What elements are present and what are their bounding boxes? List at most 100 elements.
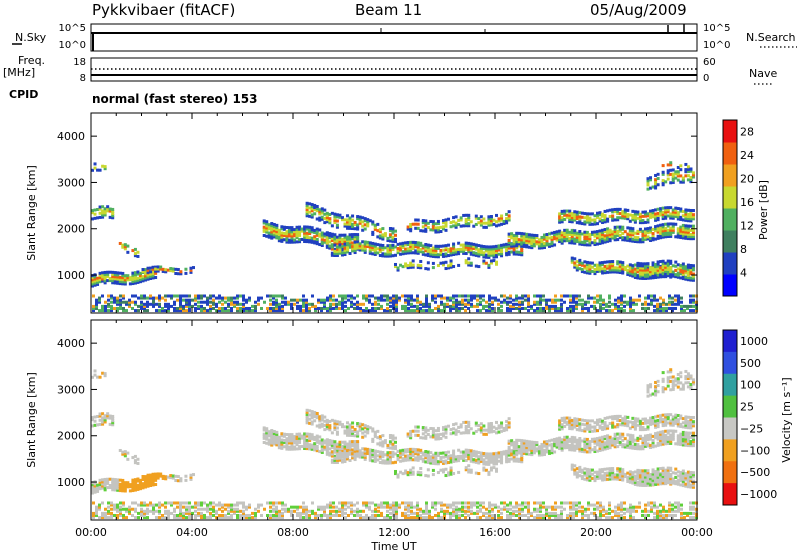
scatter-cell	[616, 225, 620, 229]
scatter-cell	[119, 509, 122, 513]
scatter-cell	[174, 479, 178, 483]
scatter-cell	[356, 302, 359, 306]
scatter-cell	[122, 300, 125, 304]
scatter-cell	[668, 509, 671, 513]
scatter-cell	[659, 227, 663, 231]
scatter-cell	[542, 501, 545, 505]
scatter-cell	[335, 219, 339, 223]
scatter-cell	[158, 294, 161, 298]
scatter-cell	[467, 248, 471, 252]
scatter-cell	[601, 267, 605, 271]
scatter-cell	[500, 511, 503, 515]
scatter-cell	[265, 435, 269, 439]
scatter-cell	[479, 509, 482, 513]
scatter-cell	[371, 501, 374, 505]
scatter-cell	[206, 302, 209, 306]
scatter-cell	[332, 302, 335, 306]
scatter-cell	[330, 232, 334, 236]
scatter-cell	[656, 183, 660, 187]
scatter-cell	[425, 511, 428, 515]
scatter-cell	[138, 487, 142, 491]
scatter-cell	[381, 459, 385, 463]
scatter-cell	[455, 513, 458, 517]
scatter-cell	[287, 234, 291, 238]
scatter-cell	[380, 511, 383, 515]
scatter-cell	[318, 212, 322, 216]
scatter-cell	[188, 302, 191, 306]
scatter-cell	[426, 221, 430, 225]
scatter-cell	[386, 459, 390, 463]
scatter-cell	[116, 279, 120, 283]
scatter-cell	[313, 413, 317, 417]
scatter-cell	[348, 442, 352, 446]
scatter-cell	[428, 304, 431, 308]
scatter-cell	[643, 237, 647, 241]
scatter-cell	[134, 501, 137, 505]
scatter-cell	[452, 294, 455, 298]
scatter-cell	[626, 272, 630, 276]
scatter-cell	[107, 511, 110, 515]
scatter-cell	[93, 216, 97, 220]
scatter-cell	[632, 505, 635, 509]
scatter-cell	[477, 248, 481, 252]
scatter-cell	[447, 266, 451, 270]
scatter-cell	[348, 433, 352, 437]
scatter-cell	[426, 461, 430, 465]
scatter-cell	[674, 505, 677, 509]
scatter-cell	[563, 294, 566, 298]
scatter-cell	[346, 433, 350, 437]
scatter-cell	[392, 304, 395, 308]
scatter-cell	[573, 231, 577, 235]
scatter-cell	[626, 270, 630, 274]
scatter-cell	[628, 263, 632, 267]
scatter-cell	[277, 239, 281, 243]
scatter-cell	[467, 505, 470, 509]
scatter-cell	[200, 309, 203, 313]
scatter-cell	[347, 298, 350, 302]
scatter-cell	[399, 252, 403, 256]
scatter-cell	[341, 304, 344, 308]
scatter-cell	[149, 270, 153, 274]
scatter-cell	[111, 272, 115, 276]
scatter-cell	[434, 507, 437, 511]
scatter-cell	[608, 300, 611, 304]
scatter-cell	[184, 478, 188, 482]
scatter-cell	[103, 418, 107, 422]
scatter-cell	[692, 511, 695, 515]
scatter-cell	[108, 215, 112, 219]
scatter-cell	[308, 513, 311, 517]
scatter-cell	[212, 509, 215, 513]
scatter-cell	[376, 251, 380, 255]
scatter-cell	[308, 306, 311, 310]
scatter-cell	[363, 451, 367, 455]
scatter-cell	[470, 302, 473, 306]
scatter-cell	[295, 236, 299, 240]
scatter-cell	[305, 417, 309, 421]
scatter-cell	[587, 309, 590, 313]
scatter-cell	[295, 441, 299, 445]
scatter-cell	[497, 509, 500, 513]
scatter-cell	[330, 452, 334, 456]
scatter-cell	[295, 447, 299, 451]
scatter-cell	[287, 433, 291, 437]
scatter-cell	[343, 242, 347, 246]
scatter-cell	[137, 304, 140, 308]
scatter-cell	[386, 298, 389, 302]
scatter-cell	[633, 212, 637, 216]
scatter-cell	[275, 511, 278, 515]
scatter-cell	[674, 513, 677, 517]
scatter-cell	[563, 235, 567, 239]
scatter-cell	[275, 430, 279, 434]
scatter-cell	[269, 294, 272, 298]
scatter-cell	[662, 513, 665, 517]
scatter-cell	[317, 298, 320, 302]
scatter-cell	[270, 226, 274, 230]
scatter-cell	[646, 214, 650, 218]
scatter-cell	[455, 300, 458, 304]
scatter-cell	[656, 516, 659, 520]
scatter-cell	[669, 234, 673, 238]
scatter-cell	[119, 294, 122, 298]
scatter-cell	[275, 234, 279, 238]
scatter-cell	[338, 243, 342, 247]
scatter-cell	[580, 211, 584, 215]
